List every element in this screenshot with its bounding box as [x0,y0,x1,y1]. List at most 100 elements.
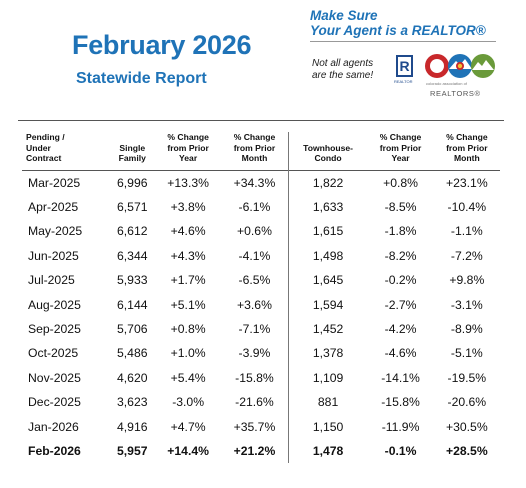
cell-tc-change-month: +23.1% [446,175,488,190]
cell-month: May-2025 [28,224,83,239]
table-row: Jun-2025 6,344 +4.3% -4.1% 1,498 -8.2% -… [22,243,500,269]
cell-tc-change-month: -5.1% [450,346,483,361]
cell-month: Aug-2025 [28,297,81,312]
cell-tc-change-month: -8.9% [450,322,483,337]
header-pending: Pending / Under Contract [26,132,65,163]
cell-sf-change-year: +5.1% [170,297,206,312]
cell-sf-change-month: -6.5% [221,268,289,293]
cell-month: Jul-2025 [28,273,75,288]
cell-single-family: 6,612 [117,224,148,239]
cell-single-family: 5,957 [117,443,148,458]
table-row: Apr-2025 6,571 +3.8% -6.1% 1,633 -8.5% -… [22,194,500,220]
cell-sf-change-month: +0.6% [221,219,289,244]
header-sf-change-month: % Change from Prior Month [221,132,289,170]
cell-tc-change-month: -3.1% [450,297,483,312]
cell-single-family: 5,706 [117,322,148,337]
cell-sf-change-month: -21.6% [221,390,289,415]
cell-sf-change-year: +3.8% [170,200,206,215]
association-logo: colorado association of REALTORS® [422,52,500,98]
cell-single-family: 6,144 [117,297,148,312]
table-row: Mar-2025 6,996 +13.3% +34.3% 1,822 +0.8%… [22,170,500,195]
cell-month: Dec-2025 [28,395,81,410]
cell-month: Apr-2025 [28,200,79,215]
cell-sf-change-month: +21.2% [221,438,289,464]
cell-sf-change-month: -3.9% [221,341,289,366]
cell-single-family: 6,571 [117,200,148,215]
cell-sf-change-year: -3.0% [172,395,205,410]
cell-tc-change-month: +9.8% [449,273,485,288]
promo-note-line1: Not all agents [312,58,374,69]
cell-single-family: 6,344 [117,248,148,263]
cell-sf-change-year: +5.4% [170,370,206,385]
table-row: Oct-2025 5,486 +1.0% -3.9% 1,378 -4.6% -… [22,341,500,366]
cell-townhouse-condo: 1,822 [312,175,344,190]
cell-townhouse-condo: 1,633 [312,200,344,215]
cell-tc-change-year: -15.8% [381,395,420,410]
cell-tc-change-year: -14.1% [381,370,420,385]
cell-tc-change-year: -0.1% [384,443,417,458]
cell-tc-change-year: +0.8% [383,175,419,190]
cell-sf-change-year: +0.8% [170,322,206,337]
cell-month: Mar-2025 [28,175,81,190]
cell-sf-change-month: -15.8% [221,365,289,391]
cell-townhouse-condo: 1,452 [312,322,344,337]
cell-townhouse-condo: 1,150 [312,419,344,434]
cell-single-family: 5,486 [117,346,148,361]
table-row-current-month: Feb-2026 5,957 +14.4% +21.2% 1,478 -0.1%… [22,438,500,464]
header-tc-change-month: % Change from Prior Month [446,132,488,163]
cell-tc-change-month: -19.5% [447,370,487,385]
promo-tagline-line2: Your Agent is a REALTOR® [310,23,486,38]
cell-tc-change-month: -10.4% [447,200,487,215]
cell-tc-change-year: -0.2% [384,273,417,288]
header-sf-change-year: % Change from Prior Year [167,132,209,163]
cell-townhouse-condo: 1,498 [312,248,344,263]
cell-sf-change-year: +14.4% [167,443,209,458]
cell-single-family: 5,933 [117,273,148,288]
table-row: Sep-2025 5,706 +0.8% -7.1% 1,452 -4.2% -… [22,316,500,342]
header-townhouse-condo: Townhouse- Condo [303,142,354,164]
cell-month: Sep-2025 [28,322,81,337]
table-row: Aug-2025 6,144 +5.1% +3.6% 1,594 -2.7% -… [22,292,500,317]
realtor-mark-icon: R [396,55,413,77]
table-row: May-2025 6,612 +4.6% +0.6% 1,615 -1.8% -… [22,219,500,244]
cell-tc-change-month: -20.6% [447,395,487,410]
cell-townhouse-condo: 1,109 [312,370,344,385]
cell-townhouse-condo: 1,645 [312,273,344,288]
cell-tc-change-year: -1.8% [384,224,417,239]
cell-single-family: 4,620 [117,370,148,385]
svg-text:colorado association of: colorado association of [426,81,468,86]
header-single-family: Single Family [118,142,146,164]
table-row: Dec-2025 3,623 -3.0% -21.6% 881 -15.8% -… [22,390,500,415]
cell-sf-change-month: -6.1% [221,194,289,220]
cell-sf-change-year: +1.0% [170,346,206,361]
association-label: REALTORS® [430,89,481,98]
cell-month: Oct-2025 [28,346,79,361]
cell-tc-change-year: -4.6% [384,346,417,361]
table-row: Jan-2026 4,916 +4.7% +35.7% 1,150 -11.9%… [22,414,500,439]
pending-sales-table: Pending / Under Contract Single Family %… [22,132,500,464]
table-top-rule [18,120,504,121]
cell-sf-change-month: -7.1% [221,316,289,342]
table-header-row: Pending / Under Contract Single Family %… [22,132,500,170]
cell-month: Jun-2025 [28,248,79,263]
cell-sf-change-month: -4.1% [221,243,289,269]
cell-townhouse-condo: 881 [317,395,339,410]
cell-sf-change-month: +34.3% [221,170,289,195]
cell-tc-change-month: -1.1% [450,224,483,239]
table-row: Jul-2025 5,933 +1.7% -6.5% 1,645 -0.2% +… [22,268,500,293]
cell-sf-change-year: +4.6% [170,224,206,239]
realtor-mark-label: REALTOR [394,79,413,84]
cell-tc-change-month: +28.5% [446,443,488,458]
cell-tc-change-month: -7.2% [450,248,483,263]
table-row: Nov-2025 4,620 +5.4% -15.8% 1,109 -14.1%… [22,365,500,391]
cell-single-family: 4,916 [117,419,148,434]
promo-note-line2: are the same! [312,70,374,81]
cell-tc-change-year: -4.2% [384,322,417,337]
cell-tc-change-month: +30.5% [446,419,488,434]
cell-sf-change-year: +13.3% [167,175,209,190]
cell-townhouse-condo: 1,615 [312,224,344,239]
report-subtitle: Statewide Report [76,70,207,87]
cell-townhouse-condo: 1,478 [312,443,344,458]
cell-tc-change-year: -11.9% [381,419,420,434]
cell-sf-change-year: +4.3% [170,248,206,263]
